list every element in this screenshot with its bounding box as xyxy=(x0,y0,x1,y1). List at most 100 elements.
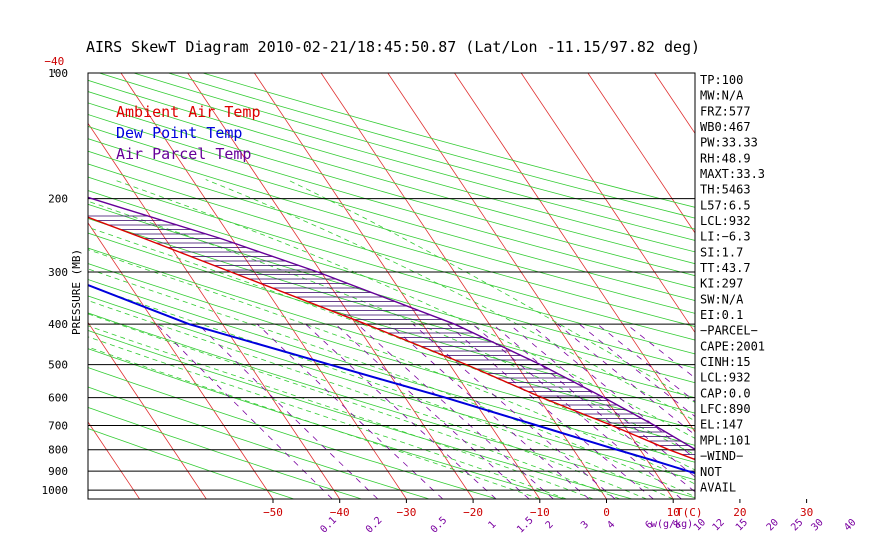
mixing-ratio-label: 0.2 xyxy=(364,515,385,536)
isotherm-line xyxy=(88,421,140,499)
dry-adiabat-lines xyxy=(88,73,695,499)
mixing-ratio-line xyxy=(509,323,695,478)
pressure-tick-label: 600 xyxy=(48,392,68,405)
index-line: CAPE:2001 xyxy=(700,339,765,353)
isotherm-line xyxy=(187,73,474,499)
mixing-ratio-label: 10 xyxy=(692,517,708,533)
bottom-axis-label: 30 xyxy=(800,506,813,519)
isotherm-line xyxy=(0,73,73,499)
mixing-ratio-line xyxy=(412,323,616,499)
index-line: TT:43.7 xyxy=(700,261,751,275)
dry-adiabat-line xyxy=(88,247,695,430)
isotherm-line xyxy=(387,73,674,499)
index-line: CINH:15 xyxy=(700,355,751,369)
dry-adiabat-line xyxy=(88,91,695,265)
index-line: NOT xyxy=(700,465,722,479)
series-line xyxy=(88,283,695,475)
dry-adiabat-line xyxy=(88,386,430,499)
moist-adiabat-line xyxy=(88,249,695,485)
isotherm-line xyxy=(88,222,274,499)
mixing-ratio-line xyxy=(305,323,497,499)
index-line: TP:100 xyxy=(700,73,743,87)
series-line xyxy=(88,196,695,451)
bottom-axis-label: −20 xyxy=(463,506,483,519)
index-line: PW:33.33 xyxy=(700,136,758,150)
dry-adiabat-line xyxy=(88,163,695,341)
moist-adiabat-line xyxy=(286,179,695,403)
index-line: SW:N/A xyxy=(700,292,744,306)
isotherm-line xyxy=(320,73,607,499)
index-line: LCL:932 xyxy=(700,214,751,228)
dry-adiabat-line xyxy=(88,138,695,314)
isotherm-line xyxy=(587,73,695,234)
moist-adiabat-line xyxy=(88,300,647,499)
y-axis-label: PRESSURE (MB) xyxy=(70,249,83,335)
dry-adiabat-line xyxy=(88,218,695,399)
dry-adiabat-line xyxy=(88,428,295,499)
dry-adiabat-line xyxy=(88,367,497,499)
mixing-ratio-line xyxy=(335,323,530,499)
moist-adiabat-line xyxy=(88,325,594,499)
dry-adiabat-line xyxy=(88,114,695,289)
mixing-ratio-label: 1 xyxy=(486,519,498,531)
dry-adiabat-line xyxy=(88,102,695,277)
index-line: L57:6.5 xyxy=(700,198,751,212)
isotherm-line xyxy=(88,321,207,499)
dry-adiabat-line xyxy=(88,79,695,253)
pressure-tick-label: 1000 xyxy=(42,484,69,497)
pressure-tick-label: 500 xyxy=(48,359,68,372)
isotherm-line xyxy=(0,73,6,499)
bottom-axis-label: 10 xyxy=(667,506,680,519)
top-temperature-axis: −120−110−100−90−80−70−60−50−40 xyxy=(44,55,64,73)
mixing-ratio-label: 0.5 xyxy=(429,515,450,536)
bottom-axis-label: −30 xyxy=(396,506,416,519)
bottom-axis-label: 0 xyxy=(603,506,610,519)
mixing-ratio-label: 12 xyxy=(711,517,727,533)
index-line: LFC:890 xyxy=(700,402,751,416)
mixing-ratio-unit-label: w(g/kg) xyxy=(651,519,693,530)
index-line: FRZ:577 xyxy=(700,104,751,118)
index-line: CAP:0.0 xyxy=(700,386,751,400)
dry-adiabat-line xyxy=(88,406,362,499)
dry-adiabat-line xyxy=(88,126,695,301)
pressure-tick-label: 400 xyxy=(48,318,68,331)
index-line: LCL:932 xyxy=(700,371,751,385)
index-line: MPL:101 xyxy=(700,433,751,447)
isobar-lines xyxy=(88,72,695,491)
mixing-ratio-label: 25 xyxy=(789,517,805,533)
legend-entry: Dew Point Temp xyxy=(116,124,242,142)
pressure-tick-label: 700 xyxy=(48,420,68,433)
index-line: WB0:467 xyxy=(700,120,751,134)
legend: Ambient Air Temp Dew Point Temp Air Parcel… xyxy=(116,103,261,163)
dry-adiabat-line xyxy=(88,263,695,446)
bottom-axis-label: −50 xyxy=(263,506,283,519)
isotherm-lines xyxy=(0,73,695,499)
moist-adiabat-line xyxy=(88,336,567,499)
dry-adiabat-line xyxy=(88,190,695,369)
dry-adiabat-line xyxy=(88,330,633,499)
pressure-tick-label: 100 xyxy=(48,67,68,80)
top-axis-label: −40 xyxy=(44,55,64,68)
index-line: LI:−6.3 xyxy=(700,230,751,244)
mixing-ratio-label: 15 xyxy=(734,517,750,533)
pressure-tick-label: 900 xyxy=(48,465,68,478)
dry-adiabat-line xyxy=(88,176,695,355)
isotherm-line xyxy=(88,122,341,499)
mixing-ratio-line xyxy=(557,323,695,436)
dry-adiabat-line xyxy=(88,348,565,499)
mixing-ratio-label: 20 xyxy=(765,517,781,533)
mixing-ratio-label: 4 xyxy=(605,519,617,531)
bottom-temperature-axis: −50 −40 −30 −20 −10 0 10 20 30 xyxy=(263,499,813,519)
mixing-ratio-line xyxy=(529,323,695,460)
index-line: KI:297 xyxy=(700,277,743,291)
mixing-ratio-line xyxy=(492,323,695,493)
index-line: EL:147 xyxy=(700,418,743,432)
mixing-ratio-lines xyxy=(156,323,695,499)
isotherm-line xyxy=(520,73,695,334)
moist-adiabat-line xyxy=(88,285,674,499)
index-line: −PARCEL− xyxy=(700,324,758,338)
mixing-ratio-label: 2 xyxy=(544,519,556,531)
dry-adiabat-line xyxy=(88,279,695,463)
